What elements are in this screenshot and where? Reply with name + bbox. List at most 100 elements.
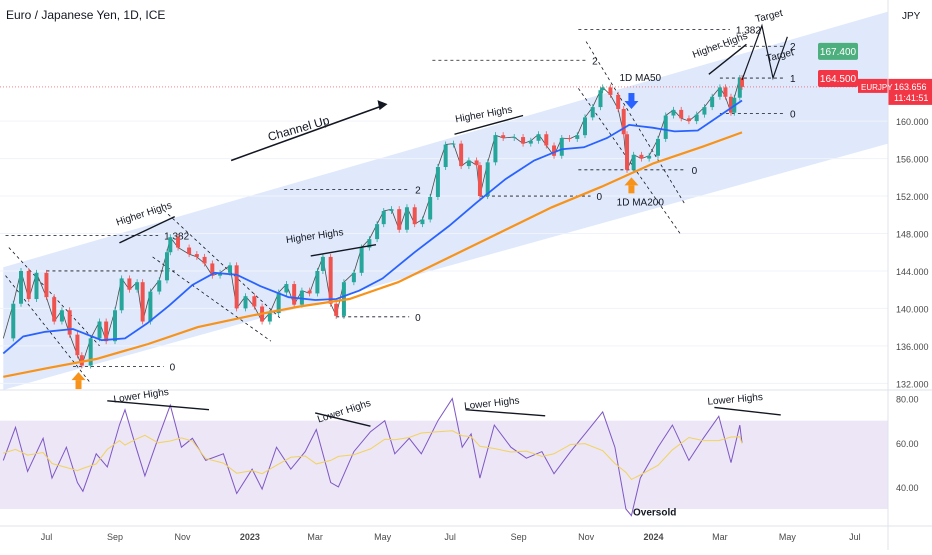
candle-body-86 bbox=[655, 138, 660, 156]
candle-body-31 bbox=[243, 296, 248, 309]
last-price-countdown: 11:41:51 bbox=[894, 93, 928, 103]
candle-body-21 bbox=[164, 252, 169, 281]
candle-body-37 bbox=[292, 284, 297, 305]
candle-body-40 bbox=[315, 270, 320, 294]
price-axis-tick-5: 152.000 bbox=[896, 192, 929, 202]
candle-body-29 bbox=[228, 265, 233, 273]
candle-body-42 bbox=[328, 256, 333, 304]
ma50-arrow-head bbox=[624, 101, 639, 110]
candle-body-4 bbox=[34, 272, 39, 300]
candle-body-91 bbox=[694, 114, 699, 122]
fib-level-label-10: 1 bbox=[790, 74, 796, 85]
candle-body-89 bbox=[679, 109, 684, 119]
candle-body-28 bbox=[218, 272, 223, 276]
candle-body-92 bbox=[702, 107, 707, 115]
candle-body-79 bbox=[608, 87, 613, 95]
target-tag-bg-1 bbox=[818, 69, 858, 87]
fib-level-label-9: 2 bbox=[790, 42, 796, 53]
candle-body-63 bbox=[485, 162, 490, 197]
rsi-axis-tick-2: 40.00 bbox=[896, 483, 919, 493]
last-price-tag-bg bbox=[888, 78, 932, 105]
candle-body-88 bbox=[671, 109, 676, 116]
candle-body-75 bbox=[582, 117, 587, 136]
time-axis-tick-10: Mar bbox=[712, 532, 728, 542]
candle-body-94 bbox=[717, 87, 722, 97]
candle-body-93 bbox=[710, 96, 715, 108]
candle-body-14 bbox=[113, 310, 118, 342]
candle-body-41 bbox=[320, 256, 325, 271]
ma50-line bbox=[2, 99, 743, 355]
fib-level-label-4: 0 bbox=[415, 313, 421, 324]
time-axis-tick-8: Nov bbox=[578, 532, 595, 542]
candle-body-47 bbox=[367, 239, 372, 248]
candle-body-22 bbox=[168, 237, 173, 253]
candle-body-39 bbox=[307, 290, 312, 294]
candle-body-67 bbox=[521, 137, 526, 144]
candle-body-2 bbox=[19, 270, 24, 304]
candle-body-9 bbox=[75, 334, 80, 356]
candle-body-77 bbox=[598, 90, 603, 108]
candle-body-26 bbox=[202, 256, 207, 264]
candle-body-58 bbox=[451, 143, 456, 145]
channel-up-arrow-head bbox=[377, 100, 388, 111]
candle-body-25 bbox=[194, 254, 199, 257]
lower-highs-line-2 bbox=[465, 408, 546, 417]
rsi-annotation-4: Oversold bbox=[633, 508, 676, 519]
fib-level-label-8: 0 bbox=[692, 166, 698, 177]
candle-body-73 bbox=[567, 137, 572, 139]
candle-body-83 bbox=[631, 154, 636, 170]
candle-body-66 bbox=[512, 137, 517, 139]
higher-highs-line-2 bbox=[454, 114, 524, 135]
candle-body-74 bbox=[575, 135, 580, 139]
ma50-arrow-shaft bbox=[628, 93, 635, 102]
projection-path bbox=[741, 23, 788, 81]
candle-body-62 bbox=[477, 165, 482, 197]
time-axis-tick-11: May bbox=[779, 532, 797, 542]
main-annotation-2: Higher Highs bbox=[455, 104, 514, 125]
candle-body-61 bbox=[474, 160, 479, 166]
time-axis-tick-6: Jul bbox=[444, 532, 456, 542]
time-axis-tick-4: Mar bbox=[307, 532, 323, 542]
candle-body-53 bbox=[412, 207, 417, 225]
main-annotation-5: 1D MA50 bbox=[619, 73, 661, 84]
price-line bbox=[2, 76, 743, 367]
candle-body-56 bbox=[435, 167, 440, 197]
candle-body-7 bbox=[59, 310, 64, 322]
symbol-tag-label: EURJPY bbox=[861, 83, 893, 92]
time-axis-tick-7: Sep bbox=[511, 532, 527, 542]
time-axis-tick-0: Jul bbox=[41, 532, 53, 542]
price-axis-tick-1: 136.000 bbox=[896, 342, 929, 352]
candle-body-18 bbox=[140, 282, 145, 322]
candle-body-69 bbox=[536, 134, 541, 141]
candle-body-84 bbox=[639, 154, 644, 159]
candle-body-11 bbox=[88, 338, 93, 366]
candle-body-99 bbox=[740, 78, 745, 87]
channel-up-band bbox=[3, 11, 888, 390]
bottom-arrow-shaft bbox=[75, 380, 82, 390]
target-tag-value-1: 164.500 bbox=[820, 74, 857, 85]
candle-body-8 bbox=[67, 310, 72, 335]
candle-body-59 bbox=[459, 143, 464, 167]
rsi-annotation-2: Lower Highs bbox=[464, 395, 520, 412]
candle-body-20 bbox=[157, 280, 162, 292]
fib-level-label-6: 2 bbox=[592, 56, 598, 67]
candle-body-13 bbox=[104, 321, 109, 342]
descending-channel-line-0 bbox=[5, 275, 91, 384]
candle-body-71 bbox=[552, 145, 557, 156]
fib-level-label-2: 0 bbox=[170, 362, 176, 373]
rsi-axis-tick-0: 80.00 bbox=[896, 395, 919, 405]
chart-title: Euro / Japanese Yen, 1D, ICE bbox=[6, 8, 166, 22]
candle-body-64 bbox=[493, 135, 498, 163]
candle-body-36 bbox=[284, 284, 289, 293]
price-axis-tick-7: 160.000 bbox=[896, 117, 929, 127]
last-price-value: 163.656 bbox=[894, 82, 927, 92]
currency-label: JPY bbox=[902, 11, 921, 22]
rsi-line bbox=[2, 397, 743, 517]
higher-highs-line-0 bbox=[119, 216, 176, 244]
price-axis-tick-3: 144.000 bbox=[896, 267, 929, 277]
candle-body-95 bbox=[723, 87, 728, 97]
price-axis-tick-6: 156.000 bbox=[896, 155, 929, 165]
rsi-band bbox=[0, 420, 888, 509]
